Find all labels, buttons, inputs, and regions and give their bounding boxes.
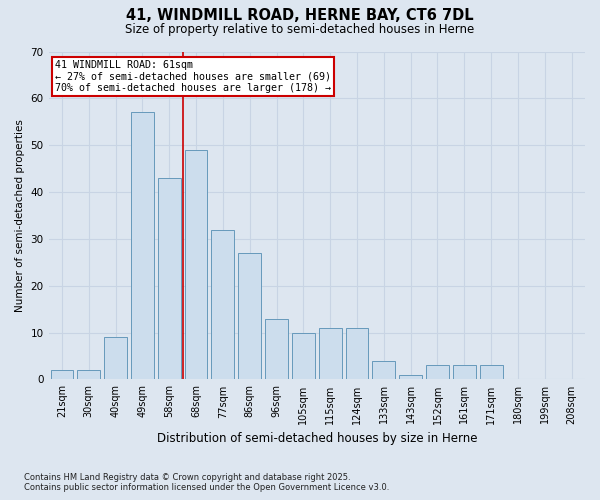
Text: Contains HM Land Registry data © Crown copyright and database right 2025.
Contai: Contains HM Land Registry data © Crown c… xyxy=(24,473,389,492)
Bar xyxy=(346,328,368,380)
Text: 41 WINDMILL ROAD: 61sqm
← 27% of semi-detached houses are smaller (69)
70% of se: 41 WINDMILL ROAD: 61sqm ← 27% of semi-de… xyxy=(55,60,331,93)
Bar xyxy=(292,332,315,380)
Text: 41, WINDMILL ROAD, HERNE BAY, CT6 7DL: 41, WINDMILL ROAD, HERNE BAY, CT6 7DL xyxy=(126,8,474,22)
Bar xyxy=(77,370,100,380)
Bar xyxy=(131,112,154,380)
Bar xyxy=(238,253,261,380)
Bar xyxy=(426,366,449,380)
Text: Size of property relative to semi-detached houses in Herne: Size of property relative to semi-detach… xyxy=(125,22,475,36)
X-axis label: Distribution of semi-detached houses by size in Herne: Distribution of semi-detached houses by … xyxy=(157,432,477,445)
Bar xyxy=(480,366,503,380)
Bar xyxy=(453,366,476,380)
Bar xyxy=(50,370,73,380)
Bar xyxy=(373,360,395,380)
Y-axis label: Number of semi-detached properties: Number of semi-detached properties xyxy=(15,119,25,312)
Bar xyxy=(211,230,234,380)
Bar xyxy=(185,150,208,380)
Bar xyxy=(399,374,422,380)
Bar xyxy=(158,178,181,380)
Bar xyxy=(265,318,288,380)
Bar xyxy=(104,338,127,380)
Bar xyxy=(319,328,341,380)
